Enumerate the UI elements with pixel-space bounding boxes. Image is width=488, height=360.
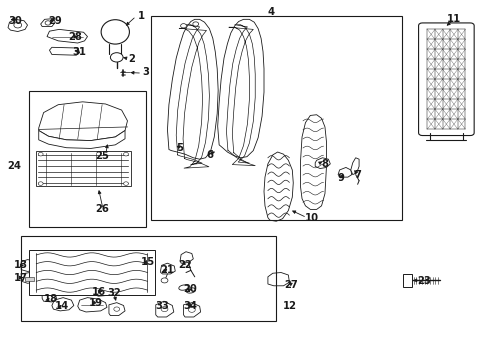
Polygon shape bbox=[42, 293, 57, 302]
Circle shape bbox=[114, 307, 120, 311]
Polygon shape bbox=[337, 167, 351, 177]
Text: 16: 16 bbox=[92, 287, 106, 297]
Text: 5: 5 bbox=[176, 143, 183, 153]
Polygon shape bbox=[315, 158, 330, 168]
Circle shape bbox=[110, 53, 123, 62]
Text: 18: 18 bbox=[43, 294, 58, 304]
Polygon shape bbox=[167, 19, 218, 159]
Text: 8: 8 bbox=[321, 159, 328, 169]
Text: 27: 27 bbox=[284, 280, 297, 290]
FancyBboxPatch shape bbox=[418, 23, 473, 135]
Polygon shape bbox=[160, 263, 175, 274]
Text: 12: 12 bbox=[282, 301, 296, 311]
Ellipse shape bbox=[179, 285, 188, 290]
Polygon shape bbox=[264, 152, 293, 221]
Polygon shape bbox=[183, 303, 200, 317]
Circle shape bbox=[38, 182, 43, 185]
Text: 32: 32 bbox=[107, 288, 121, 298]
Text: 34: 34 bbox=[183, 301, 197, 311]
Polygon shape bbox=[180, 252, 193, 263]
Circle shape bbox=[192, 22, 198, 26]
Polygon shape bbox=[125, 257, 146, 270]
Text: 28: 28 bbox=[68, 32, 81, 42]
Text: 31: 31 bbox=[73, 46, 86, 57]
Text: 6: 6 bbox=[205, 150, 212, 160]
Polygon shape bbox=[49, 47, 80, 55]
Polygon shape bbox=[21, 260, 37, 271]
Ellipse shape bbox=[101, 20, 129, 44]
Text: 4: 4 bbox=[267, 7, 274, 17]
Circle shape bbox=[123, 182, 128, 185]
Polygon shape bbox=[94, 284, 113, 296]
Circle shape bbox=[188, 307, 195, 312]
Text: 22: 22 bbox=[178, 260, 191, 270]
Polygon shape bbox=[41, 19, 55, 27]
Text: 14: 14 bbox=[54, 301, 69, 311]
Circle shape bbox=[38, 152, 43, 156]
Bar bbox=[25, 277, 34, 281]
Polygon shape bbox=[217, 19, 264, 158]
Bar bbox=[151, 16, 401, 220]
Polygon shape bbox=[350, 158, 358, 175]
Text: 19: 19 bbox=[89, 298, 102, 308]
Bar bbox=[29, 249, 155, 296]
Text: 13: 13 bbox=[14, 260, 28, 270]
Circle shape bbox=[180, 24, 186, 28]
Text: 25: 25 bbox=[95, 150, 109, 161]
Bar bbox=[21, 235, 276, 320]
Circle shape bbox=[161, 278, 167, 283]
Polygon shape bbox=[47, 30, 87, 43]
Bar bbox=[36, 151, 131, 186]
Text: 7: 7 bbox=[353, 170, 360, 180]
Text: 9: 9 bbox=[337, 173, 344, 183]
Text: 21: 21 bbox=[160, 265, 174, 275]
Text: 30: 30 bbox=[8, 17, 22, 27]
Text: 33: 33 bbox=[155, 301, 169, 311]
Bar bbox=[402, 274, 411, 287]
Polygon shape bbox=[39, 102, 127, 140]
Text: 29: 29 bbox=[48, 17, 62, 27]
Text: 15: 15 bbox=[141, 257, 155, 267]
Polygon shape bbox=[109, 303, 125, 316]
Text: 17: 17 bbox=[14, 273, 28, 283]
Polygon shape bbox=[39, 131, 125, 148]
Circle shape bbox=[45, 21, 51, 25]
Circle shape bbox=[14, 22, 21, 28]
Ellipse shape bbox=[186, 288, 195, 293]
Circle shape bbox=[123, 152, 128, 156]
Polygon shape bbox=[267, 273, 289, 286]
Text: 11: 11 bbox=[446, 14, 460, 24]
Polygon shape bbox=[156, 301, 173, 317]
Polygon shape bbox=[21, 273, 40, 283]
Text: 10: 10 bbox=[304, 213, 318, 222]
Circle shape bbox=[161, 307, 167, 312]
Polygon shape bbox=[300, 115, 326, 210]
Polygon shape bbox=[52, 298, 74, 311]
Text: 1: 1 bbox=[137, 11, 144, 21]
Text: 2: 2 bbox=[128, 54, 135, 64]
Text: 23: 23 bbox=[416, 276, 430, 286]
Polygon shape bbox=[8, 19, 27, 32]
Text: 24: 24 bbox=[7, 161, 21, 171]
Text: 26: 26 bbox=[95, 204, 109, 215]
Polygon shape bbox=[78, 298, 107, 312]
Bar bbox=[29, 91, 146, 227]
Text: 20: 20 bbox=[183, 284, 196, 294]
Text: 3: 3 bbox=[142, 67, 149, 77]
